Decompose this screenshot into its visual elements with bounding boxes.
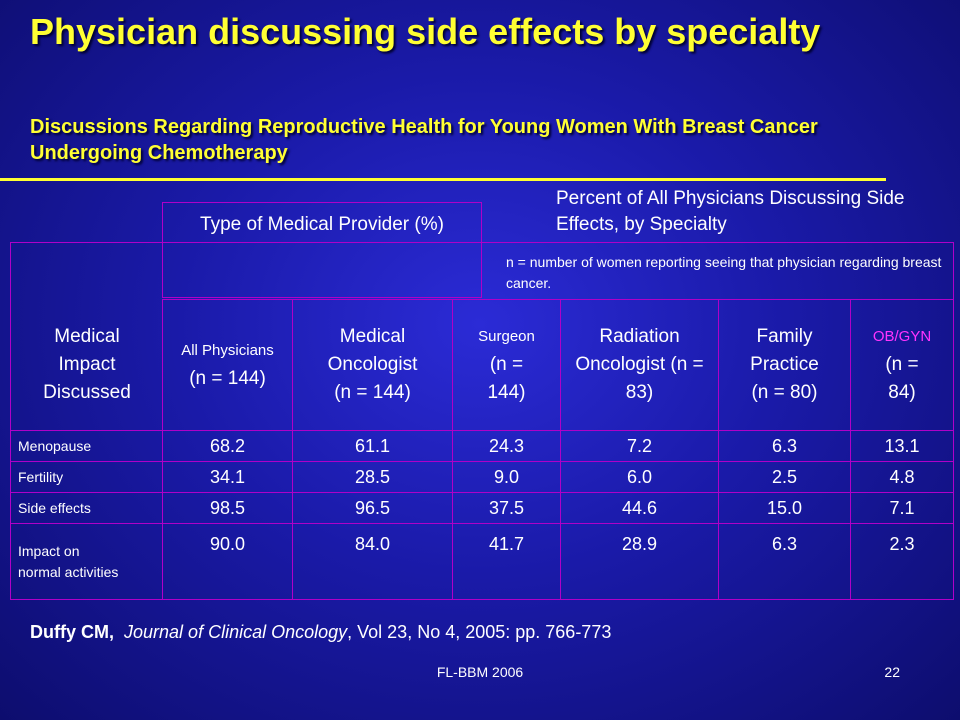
- table-cell: 96.5: [354, 497, 391, 518]
- row-line-2: [10, 492, 954, 493]
- footer-label: FL-BBM 2006: [436, 664, 524, 680]
- table-cell: 61.1: [354, 435, 391, 456]
- table-cell: 34.1: [209, 466, 246, 487]
- row-label: Fertility: [18, 468, 64, 485]
- row-label: Menopause: [18, 437, 92, 454]
- table-cell: 68.2: [209, 435, 246, 456]
- table-cell: 15.0: [766, 497, 803, 518]
- row-header: Medical Impact Discussed: [43, 326, 131, 403]
- table-bottom-border: [10, 599, 954, 600]
- col-line-5: [718, 299, 719, 599]
- column-name: OB/GYN: [872, 328, 932, 345]
- column-name: Family Practice: [750, 326, 819, 375]
- table-top-border: [10, 242, 954, 243]
- citation: Duffy CM, Journal of Clinical Oncology, …: [30, 620, 930, 644]
- table-cell: 6.3: [771, 435, 798, 456]
- table-cell: 98.5: [209, 497, 246, 518]
- column-n: (n = 144): [487, 354, 526, 403]
- n-definition-note: n = number of women reporting seeing tha…: [506, 254, 942, 291]
- col-line-6: [850, 299, 851, 599]
- column-name: Medical Oncologist: [327, 326, 418, 375]
- body-top-line: [10, 430, 954, 431]
- percent-heading: Percent of All Physicians Discussing Sid…: [556, 188, 905, 235]
- row-label: Side effects: [18, 499, 91, 516]
- column-n: (n = 84): [885, 354, 919, 403]
- column-n: (n = 144): [189, 368, 266, 389]
- table-cell: 84.0: [354, 533, 391, 554]
- col-line-3: [452, 299, 453, 599]
- row-line-3: [10, 523, 954, 524]
- column-n: (n = 144): [334, 382, 411, 403]
- table-cell: 6.3: [771, 533, 798, 554]
- column-header: OB/GYN (n = 84): [851, 300, 953, 430]
- citation-details: , Vol 23, No 4, 2005: pp. 766-773: [347, 622, 612, 642]
- table-cell: 9.0: [493, 466, 520, 487]
- column-header: Radiation Oncologist (n = 83): [561, 300, 718, 430]
- table-cell: 13.1: [884, 435, 920, 456]
- column-header: Family Practice (n = 80): [719, 300, 850, 430]
- table-cell: 37.5: [488, 497, 525, 518]
- table-cell: 4.8: [889, 466, 915, 487]
- column-n: (n = 80): [751, 382, 818, 403]
- column-name: All Physicians: [181, 342, 274, 359]
- col-line-2: [292, 299, 293, 599]
- column-name: Radiation Oncologist (n = 83): [575, 326, 704, 403]
- table-cell: 7.2: [626, 435, 653, 456]
- row-line-1: [10, 461, 954, 462]
- table-cell: 7.1: [889, 497, 915, 518]
- citation-journal: Journal of Clinical Oncology: [124, 622, 348, 642]
- col-line-1: [162, 299, 163, 599]
- column-header: All Physicians (n = 144): [163, 300, 292, 430]
- table-right-border: [953, 242, 954, 600]
- provider-type-heading: Type of Medical Provider (%): [162, 202, 482, 298]
- table-cell: 2.5: [771, 466, 798, 487]
- page-number: 22: [884, 664, 900, 680]
- table-cell: 44.6: [621, 497, 658, 518]
- table-cell: 90.0: [209, 533, 246, 554]
- table-cell: 28.5: [354, 466, 391, 487]
- header-separator: [162, 299, 954, 300]
- slide-title: Physician discussing side effects by spe…: [30, 11, 821, 52]
- table-cell: 24.3: [488, 435, 525, 456]
- title-underline: [0, 178, 886, 181]
- table-cell: 41.7: [488, 533, 525, 554]
- table-cell: 28.9: [621, 533, 658, 554]
- row-label: Impact on normal activities: [18, 542, 119, 580]
- table-cell: 2.3: [889, 533, 915, 554]
- column-header: Surgeon (n = 144): [453, 300, 560, 430]
- col-line-4: [560, 299, 561, 599]
- table-left-border: [10, 242, 11, 600]
- citation-author: Duffy CM,: [30, 622, 114, 642]
- column-name: Surgeon: [478, 328, 535, 345]
- table-cell: 6.0: [626, 466, 653, 487]
- column-header: Medical Oncologist (n = 144): [293, 300, 452, 430]
- slide-subtitle: Discussions Regarding Reproductive Healt…: [30, 116, 818, 164]
